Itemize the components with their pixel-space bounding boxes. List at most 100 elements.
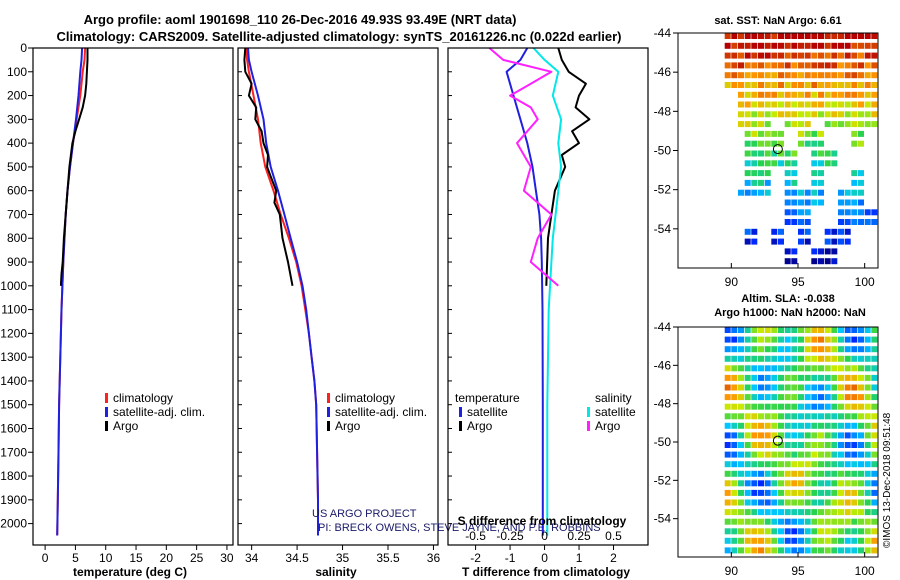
map-cell — [784, 336, 791, 343]
map-cell — [724, 509, 731, 516]
map-cell — [804, 346, 811, 353]
map-cell — [804, 327, 811, 333]
map-cell — [758, 82, 764, 88]
map-cell — [831, 160, 838, 167]
map-cell — [831, 346, 838, 353]
legend-s-argo-swatch — [587, 421, 590, 431]
map-cell — [758, 140, 764, 147]
map-cell — [844, 238, 851, 245]
legend-t-satellite-swatch — [459, 407, 462, 417]
map-cell — [751, 451, 758, 458]
map-cell — [798, 509, 804, 516]
map-cell — [818, 82, 824, 88]
map-cell — [838, 528, 844, 535]
x-tick-label: 95 — [791, 564, 805, 578]
map-cell — [871, 547, 878, 554]
map-cell — [824, 346, 831, 353]
map-cell — [738, 121, 744, 128]
map-cell — [791, 199, 798, 206]
map-cell — [858, 547, 864, 554]
map-cell — [784, 509, 791, 516]
map-cell — [811, 422, 818, 429]
map-cell — [764, 355, 771, 362]
map-cell — [804, 365, 811, 372]
map-cell — [791, 489, 798, 496]
map-cell — [838, 480, 844, 487]
map-cell — [844, 518, 851, 525]
map-cell — [731, 72, 738, 79]
map-cell — [844, 228, 851, 235]
map-cell — [818, 72, 824, 79]
map-cell — [778, 489, 784, 496]
map-cell — [778, 228, 784, 235]
map-cell — [751, 489, 758, 496]
map-cell — [731, 470, 738, 477]
map-cell — [844, 480, 851, 487]
map-cell — [751, 179, 758, 186]
map-cell — [844, 461, 851, 468]
map-cell — [871, 346, 878, 353]
map-cell — [864, 384, 871, 391]
map-cell — [838, 489, 844, 496]
map-cell — [798, 413, 804, 420]
map-cell — [851, 62, 858, 69]
map-cell — [811, 179, 818, 186]
map-cell — [824, 528, 831, 535]
map-cell — [864, 365, 871, 372]
map-cell — [838, 461, 844, 468]
map-cell — [744, 101, 751, 108]
map-cell — [824, 336, 831, 343]
map-cell — [798, 537, 804, 544]
map-cell — [844, 82, 851, 88]
map-cell — [738, 52, 744, 59]
map-cell — [811, 346, 818, 353]
map-cell — [838, 470, 844, 477]
difference-axes: -2 -1 0 1 2 -0.5 -0.25 0 0.25 0.5 — [448, 47, 622, 565]
map-cell — [771, 509, 778, 516]
map-cell — [764, 384, 771, 391]
y-tick-label: -46 — [654, 65, 672, 79]
map-cell — [818, 499, 824, 506]
map-cell — [811, 499, 818, 506]
map-cell — [831, 111, 838, 118]
map-cell — [818, 528, 824, 535]
map-cell — [784, 451, 791, 458]
map-cell — [738, 403, 744, 410]
map-cell — [858, 470, 864, 477]
x-top-tick-label: 0.5 — [605, 529, 622, 543]
map-cell — [784, 355, 791, 362]
map-cell — [724, 82, 731, 88]
map-cell — [771, 480, 778, 487]
map-cell — [751, 72, 758, 79]
map-cell — [838, 384, 844, 391]
sst-map-area — [724, 33, 878, 265]
map-cell — [838, 499, 844, 506]
map-cell — [791, 33, 798, 39]
map-cell — [778, 140, 784, 147]
map-cell — [838, 82, 844, 88]
map-cell — [744, 422, 751, 429]
map-cell — [864, 537, 871, 544]
map-cell — [864, 111, 871, 118]
sla-map-axes: 90 95 100 -44 -46 -48 -50 -52 -54 — [654, 320, 875, 578]
map-cell — [851, 509, 858, 516]
map-cell — [864, 509, 871, 516]
map-cell — [784, 374, 791, 381]
map-cell — [764, 130, 771, 137]
map-cell — [804, 111, 811, 118]
map-cell — [744, 189, 751, 196]
map-cell — [778, 82, 784, 88]
map-cell — [798, 189, 804, 196]
map-cell — [724, 413, 731, 420]
legend-t-argo-label: Argo — [467, 419, 493, 433]
map-cell — [844, 327, 851, 333]
map-cell — [844, 528, 851, 535]
map-cell — [751, 480, 758, 487]
map-cell — [771, 52, 778, 59]
map-cell — [818, 518, 824, 525]
map-cell — [851, 130, 858, 137]
map-cell — [791, 72, 798, 79]
map-cell — [818, 413, 824, 420]
map-cell — [764, 442, 771, 448]
map-cell — [824, 365, 831, 372]
